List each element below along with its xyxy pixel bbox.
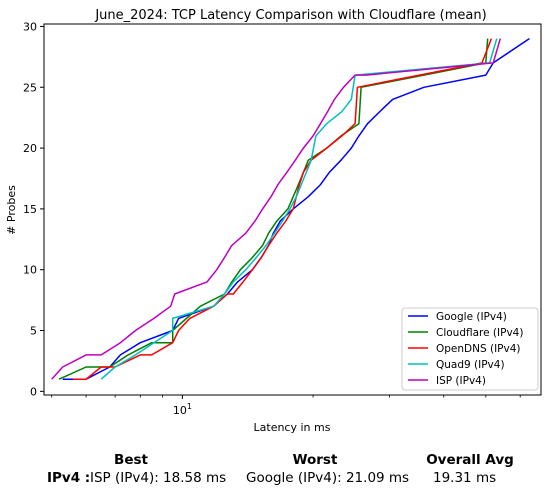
legend-box (401, 307, 539, 391)
x-tick-label: 101 (173, 402, 192, 417)
best-value: ISP (IPv4): 18.58 ms (90, 470, 227, 486)
plot-frame (43, 23, 542, 396)
chart-title: June_2024: TCP Latency Comparison with C… (94, 8, 486, 23)
legend-label: ISP (IPv4) (436, 375, 486, 387)
series-line-isp-ipv4 (51, 38, 502, 380)
series-line-cloudflare-ipv4 (58, 38, 489, 380)
legend-label: Google (IPv4) (436, 311, 507, 323)
y-axis-label: # Probes (5, 185, 18, 235)
y-tick-label: 25 (23, 81, 37, 94)
overall-avg-value: 19.31 ms (433, 470, 497, 486)
y-tick-label: 0 (30, 385, 37, 398)
overall-avg-header: Overall Avg (426, 452, 514, 468)
legend-label: OpenDNS (IPv4) (436, 343, 521, 355)
worst-value: Google (IPv4): 21.09 ms (246, 470, 410, 486)
ipv4-row-label: IPv4 : (47, 470, 91, 486)
y-tick-label: 30 (23, 20, 37, 33)
y-tick-label: 10 (23, 264, 37, 277)
legend-label: Cloudflare (IPv4) (436, 327, 523, 339)
chart-legend: Google (IPv4) Cloudflare (IPv4) OpenDNS (I… (401, 307, 539, 391)
series-line-opendns-ipv4 (73, 38, 493, 380)
y-tick-label: 20 (23, 142, 37, 155)
legend-label: Quad9 (IPv4) (436, 359, 505, 371)
series-line-google-ipv4 (62, 37, 530, 380)
best-header: Best (114, 452, 148, 468)
y-tick-label: 15 (23, 203, 37, 216)
latency-chart: June_2024: TCP Latency Comparison with C… (5, 8, 542, 434)
series-line-quad9-ipv4 (100, 38, 498, 380)
y-tick-label: 5 (30, 325, 37, 338)
x-axis-label: Latency in ms (254, 421, 331, 434)
summary-table: Best Worst Overall Avg IPv4 : ISP (IPv4)… (0, 448, 548, 496)
worst-header: Worst (292, 452, 338, 468)
